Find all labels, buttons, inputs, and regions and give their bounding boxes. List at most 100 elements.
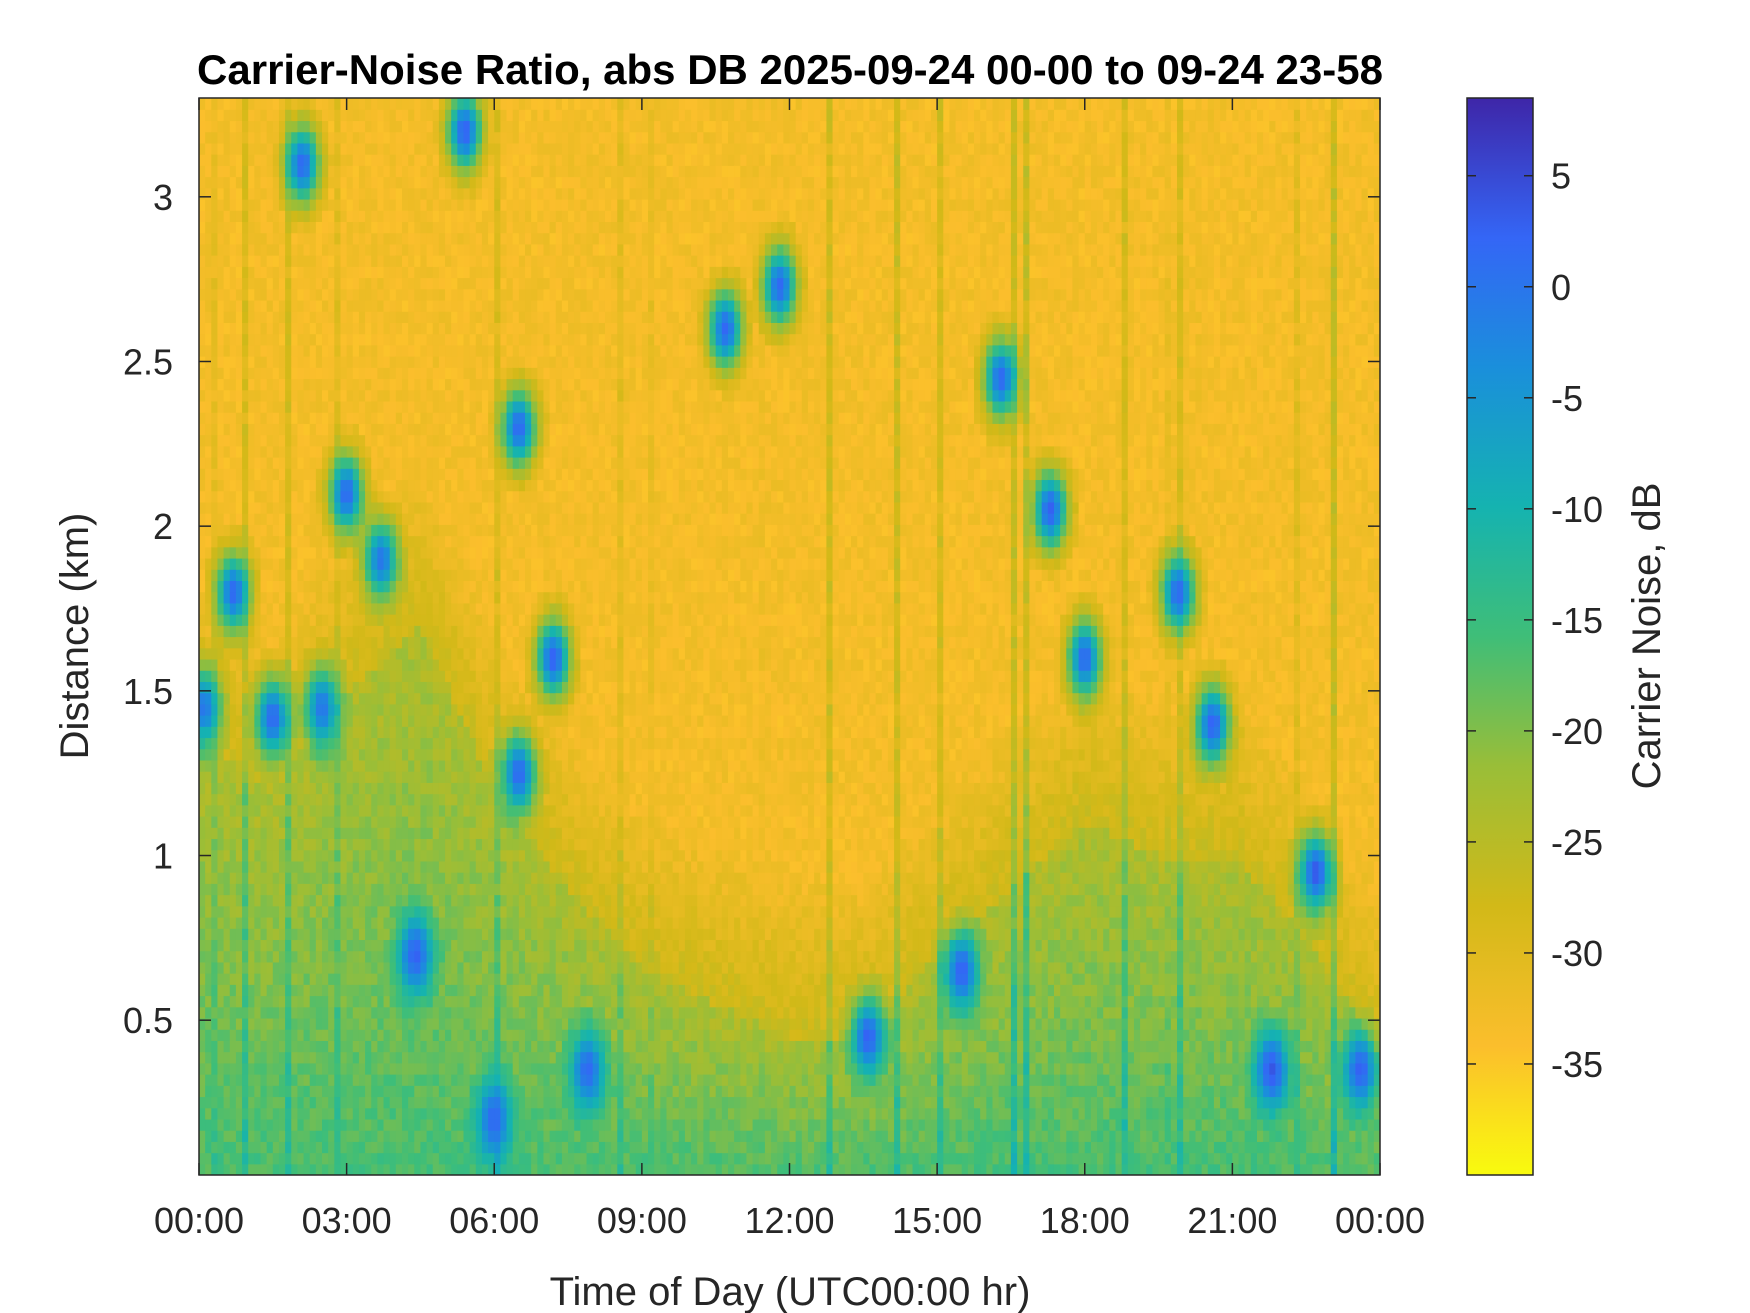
heatmap-cell	[217, 793, 225, 806]
heatmap-cell	[426, 1062, 434, 1075]
heatmap-cell	[223, 356, 231, 368]
heatmap-cell	[365, 569, 372, 582]
heatmap-cell	[408, 905, 415, 918]
heatmap-cell	[451, 221, 458, 234]
heatmap-cell	[211, 894, 219, 907]
heatmap-cell	[254, 524, 262, 537]
heatmap-cell	[401, 142, 409, 155]
heatmap-cell	[506, 165, 514, 178]
heatmap-cell	[346, 1085, 354, 1098]
heatmap-cell	[211, 232, 219, 245]
heatmap-cell	[211, 961, 219, 974]
heatmap-cell	[408, 142, 415, 155]
heatmap-cell	[217, 513, 225, 525]
heatmap-cell	[469, 1118, 477, 1131]
heatmap-cell	[365, 299, 372, 312]
heatmap-cell	[328, 400, 335, 413]
heatmap-cell	[205, 277, 212, 290]
heatmap-cell	[334, 726, 342, 739]
heatmap-cell	[285, 759, 292, 772]
heatmap-cell	[389, 378, 397, 391]
heatmap-cell	[371, 198, 378, 211]
heatmap-cell	[322, 872, 329, 884]
heatmap-cell	[346, 557, 354, 570]
heatmap-cell	[254, 535, 262, 548]
heatmap-cell	[297, 1096, 305, 1109]
heatmap-cell	[260, 445, 268, 458]
heatmap-cell	[488, 412, 495, 424]
heatmap-cell	[401, 670, 409, 682]
heatmap-cell	[469, 557, 477, 570]
heatmap-cell	[401, 299, 409, 312]
heatmap-cell	[432, 748, 440, 761]
heatmap-cell	[432, 232, 440, 245]
heatmap-cell	[389, 939, 397, 952]
heatmap-cell	[475, 109, 483, 122]
heatmap-cell	[315, 221, 323, 234]
heatmap-cell	[303, 950, 311, 963]
heatmap-cell	[432, 681, 440, 694]
heatmap-cell	[291, 905, 299, 918]
heatmap-cell	[322, 569, 329, 582]
heatmap-cell	[395, 120, 403, 133]
heatmap-cell	[217, 277, 225, 290]
heatmap-cell	[494, 165, 501, 178]
heatmap-cell	[346, 737, 354, 750]
heatmap-cell	[401, 1085, 409, 1098]
heatmap-cell	[389, 726, 397, 739]
heatmap-cell	[432, 1118, 440, 1131]
heatmap-cell	[445, 210, 452, 223]
heatmap-cell	[494, 333, 501, 346]
heatmap-cell	[383, 311, 391, 323]
heatmap-cell	[352, 591, 360, 604]
heatmap-cell	[199, 883, 206, 896]
heatmap-cell	[346, 1062, 354, 1075]
heatmap-cell	[229, 827, 237, 840]
heatmap-cell	[223, 299, 231, 312]
heatmap-cell	[297, 737, 305, 750]
heatmap-cell	[291, 243, 299, 256]
heatmap-cell	[438, 131, 446, 144]
heatmap-cell	[199, 187, 206, 200]
heatmap-cell	[451, 412, 458, 424]
heatmap-cell	[457, 804, 465, 817]
heatmap-cell	[371, 1118, 378, 1131]
heatmap-cell	[297, 266, 305, 279]
heatmap-cell	[346, 1152, 354, 1165]
heatmap-cell	[463, 356, 471, 368]
heatmap-cell	[494, 1006, 501, 1019]
heatmap-cell	[445, 389, 452, 402]
heatmap-cell	[451, 468, 458, 481]
heatmap-cell	[297, 905, 305, 918]
heatmap-cell	[463, 243, 471, 256]
heatmap-cell	[426, 344, 434, 357]
heatmap-cell	[248, 109, 255, 122]
heatmap-cell	[322, 737, 329, 750]
heatmap-cell	[260, 434, 268, 447]
heatmap-cell	[365, 198, 372, 211]
heatmap-cell	[445, 557, 452, 570]
heatmap-cell	[414, 187, 422, 200]
heatmap-cell	[211, 692, 219, 705]
heatmap-cell	[303, 232, 311, 245]
heatmap-cell	[272, 984, 280, 997]
heatmap-cell	[512, 457, 520, 469]
heatmap-cell	[223, 1017, 231, 1030]
heatmap-cell	[205, 1040, 212, 1053]
heatmap-cell	[235, 434, 243, 447]
heatmap-cell	[285, 872, 292, 884]
heatmap-cell	[297, 557, 305, 570]
heatmap-cell	[272, 557, 280, 570]
heatmap-cell	[494, 748, 501, 761]
heatmap-cell	[322, 1040, 329, 1053]
heatmap-cell	[242, 299, 249, 312]
heatmap-cell	[199, 524, 206, 537]
heatmap-cell	[272, 434, 280, 447]
heatmap-cell	[315, 793, 323, 806]
heatmap-cell	[383, 1051, 391, 1064]
heatmap-cell	[512, 894, 520, 907]
heatmap-cell	[297, 939, 305, 952]
heatmap-cell	[408, 1152, 415, 1165]
heatmap-cell	[248, 255, 255, 267]
heatmap-cell	[512, 356, 520, 368]
